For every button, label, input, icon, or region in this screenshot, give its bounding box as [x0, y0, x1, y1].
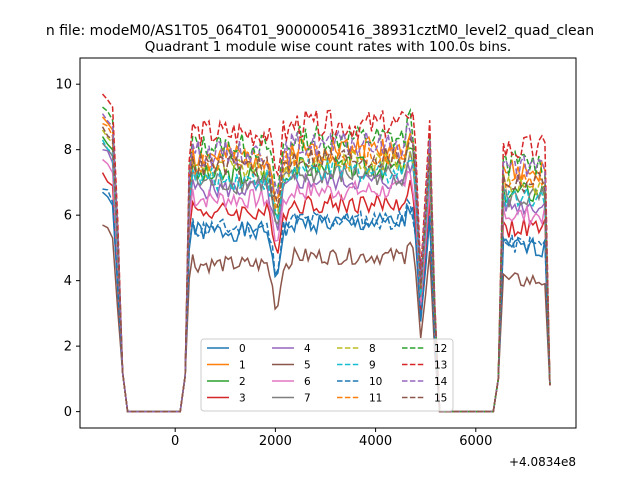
figure-suptitle: n file: modeM0/AS1T05_064T01_9000005416_…: [46, 23, 594, 39]
x-tick-label: 6000: [459, 434, 492, 449]
y-tick-label: 0: [64, 405, 72, 420]
x-tick-label: 2000: [259, 434, 292, 449]
legend-label-3: 3: [239, 393, 246, 405]
legend-box: [200, 338, 454, 412]
legend-label-13: 13: [434, 360, 447, 372]
legend-label-14: 14: [434, 376, 448, 388]
y-tick-label: 8: [64, 143, 72, 158]
y-tick-label: 10: [55, 78, 72, 93]
legend-label-11: 11: [369, 393, 382, 405]
legend-label-2: 2: [239, 376, 246, 388]
y-tick-label: 6: [64, 209, 72, 224]
legend-label-15: 15: [434, 393, 447, 405]
chart-title: Quadrant 1 module wise count rates with …: [145, 39, 511, 55]
y-tick-label: 2: [64, 340, 72, 355]
legend-label-0: 0: [239, 343, 246, 355]
y-tick-label: 4: [64, 274, 72, 289]
x-tick-label: 0: [171, 434, 179, 449]
legend-label-9: 9: [369, 360, 376, 372]
series-line-14: [101, 113, 551, 413]
legend-label-6: 6: [304, 376, 311, 388]
x-offset-text: +4.0834e8: [509, 455, 576, 469]
legend-label-7: 7: [304, 393, 311, 405]
plot-frame: [79, 57, 577, 429]
legend-label-5: 5: [304, 360, 311, 372]
legend-label-1: 1: [239, 360, 246, 372]
legend-label-10: 10: [369, 376, 382, 388]
legend-label-12: 12: [434, 343, 447, 355]
legend-label-4: 4: [304, 343, 311, 355]
legend-label-8: 8: [369, 343, 376, 355]
x-tick-label: 4000: [359, 434, 392, 449]
series-line-8: [101, 129, 551, 413]
